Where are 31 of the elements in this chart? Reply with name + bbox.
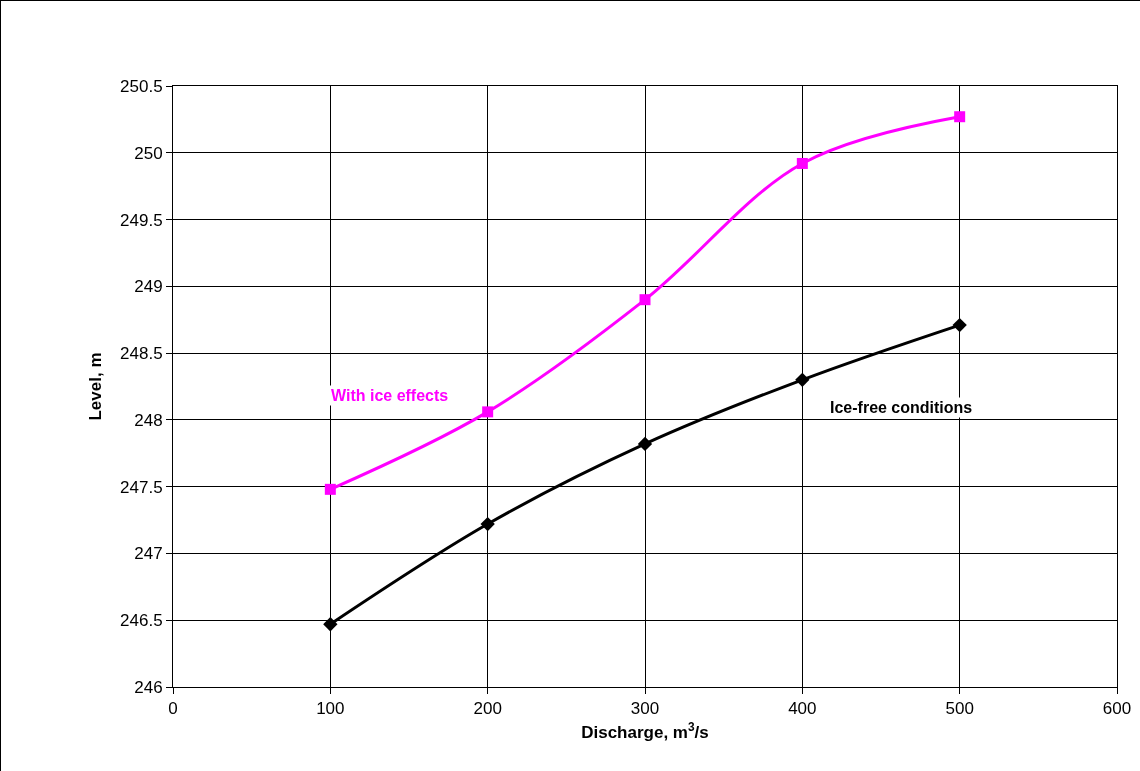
y-tick-label: 247 [134, 544, 163, 564]
point [952, 317, 967, 333]
point [324, 483, 336, 495]
x-tick-label: 400 [788, 699, 817, 719]
point [482, 406, 494, 418]
x-tick-label: 200 [473, 699, 502, 719]
y-tick-label: 249.5 [120, 210, 163, 230]
x-tick-label: 500 [945, 699, 974, 719]
x-tick-label: 600 [1102, 699, 1132, 719]
point [954, 111, 966, 123]
y-tick-label: 248 [134, 410, 163, 430]
point [796, 157, 808, 169]
y-tick-label: 246 [134, 677, 163, 697]
y-tick-label: 250 [134, 143, 163, 163]
point [795, 372, 810, 387]
point [639, 294, 651, 306]
y-tick-label: 249 [134, 277, 163, 297]
y-tick-label: 246.5 [120, 611, 163, 631]
point [480, 516, 495, 532]
y-axis-title: Level, m [85, 352, 105, 421]
y-tick-label: 250.5 [120, 76, 163, 96]
y-tick-label: 248.5 [120, 344, 163, 364]
x-tick-label: 0 [168, 699, 178, 719]
series-label: With ice effects [331, 387, 449, 404]
x-axis-title: Discharge, m$^{3}$/s [581, 719, 709, 742]
x-tick-label: 300 [630, 699, 660, 719]
series-label: Ice-free conditions [830, 399, 973, 416]
point [637, 436, 653, 452]
y-tick-label: 247.5 [120, 477, 163, 497]
x-tick-label: 100 [316, 699, 345, 719]
point [323, 617, 338, 632]
